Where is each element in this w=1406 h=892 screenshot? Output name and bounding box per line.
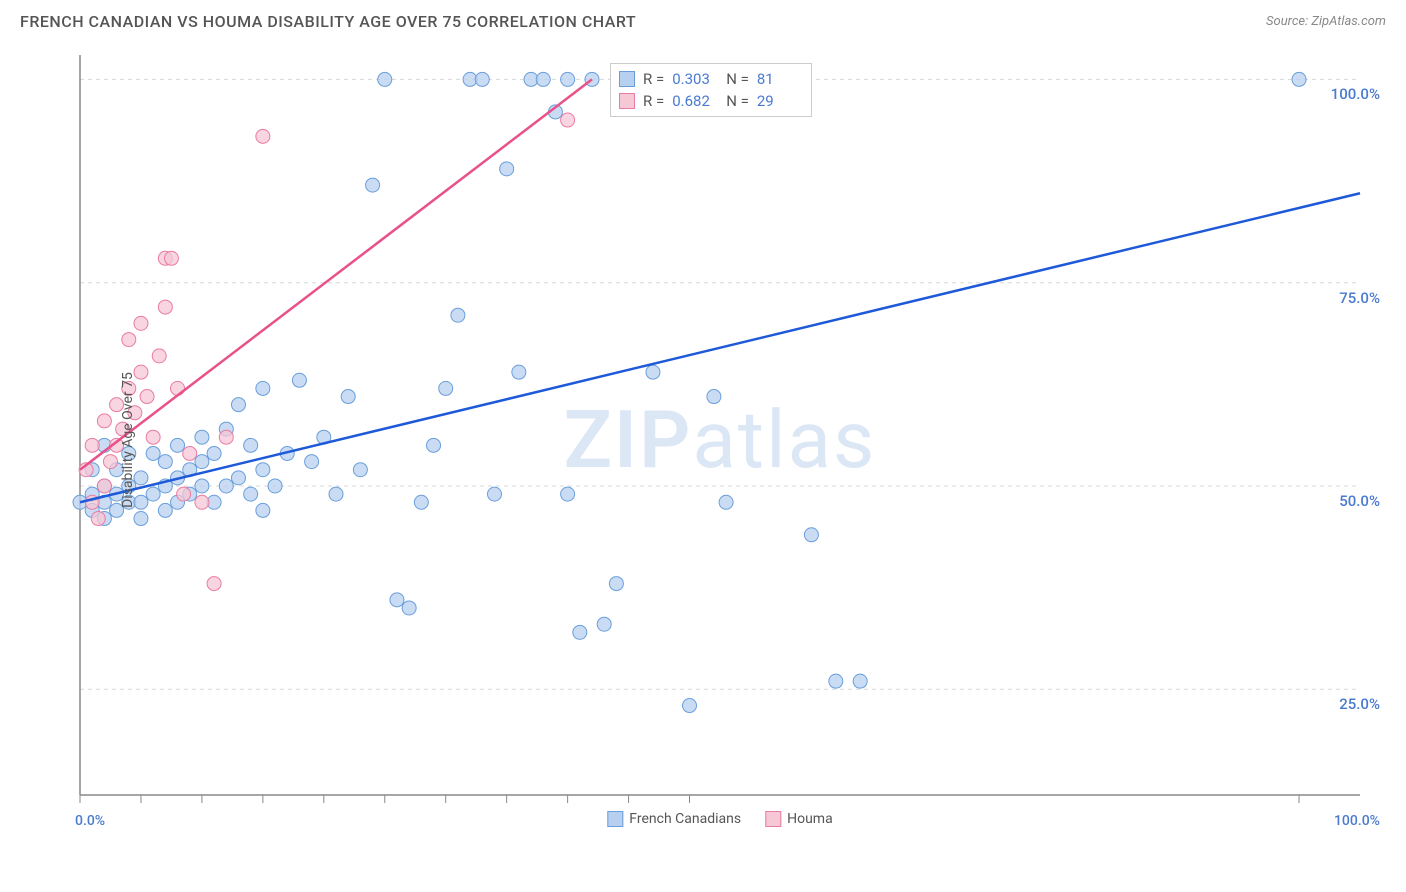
stats-n-label: N = bbox=[726, 68, 749, 90]
legend-label: Houma bbox=[787, 811, 833, 827]
stats-swatch bbox=[619, 71, 635, 87]
stats-n-value: 81 bbox=[757, 68, 803, 90]
x-axis-label-max: 100.0% bbox=[1334, 813, 1380, 829]
stats-r-label: R = bbox=[643, 68, 664, 90]
x-axis-label-min: 0.0% bbox=[75, 813, 105, 829]
chart-area: Disability Age Over 75 ZIPatlas R = 0.30… bbox=[50, 45, 1390, 835]
stats-row: R = 0.682 N = 29 bbox=[619, 90, 803, 112]
y-tick-label: 75.0% bbox=[1339, 289, 1380, 307]
legend-swatch bbox=[765, 811, 781, 827]
stats-r-label: R = bbox=[643, 90, 664, 112]
y-tick-label: 100.0% bbox=[1331, 85, 1380, 103]
legend-item: French Canadians bbox=[607, 811, 741, 827]
y-tick-label: 25.0% bbox=[1339, 695, 1380, 713]
source-label: Source: ZipAtlas.com bbox=[1266, 14, 1386, 29]
legend-bottom: French Canadians Houma bbox=[607, 811, 832, 827]
legend-label: French Canadians bbox=[629, 811, 741, 827]
y-axis-label: Disability Age Over 75 bbox=[120, 372, 136, 508]
stats-row: R = 0.303 N = 81 bbox=[619, 68, 803, 90]
stats-n-label: N = bbox=[726, 90, 749, 112]
stats-swatch bbox=[619, 93, 635, 109]
chart-title: FRENCH CANADIAN VS HOUMA DISABILITY AGE … bbox=[20, 12, 636, 31]
scatter-plot-svg bbox=[50, 45, 1380, 815]
stats-r-value: 0.682 bbox=[672, 90, 718, 112]
stats-legend-box: R = 0.303 N = 81 R = 0.682 N = 29 bbox=[610, 63, 812, 117]
y-tick-label: 50.0% bbox=[1339, 492, 1380, 510]
stats-n-value: 29 bbox=[757, 90, 803, 112]
stats-r-value: 0.303 bbox=[672, 68, 718, 90]
legend-item: Houma bbox=[765, 811, 833, 827]
legend-swatch bbox=[607, 811, 623, 827]
